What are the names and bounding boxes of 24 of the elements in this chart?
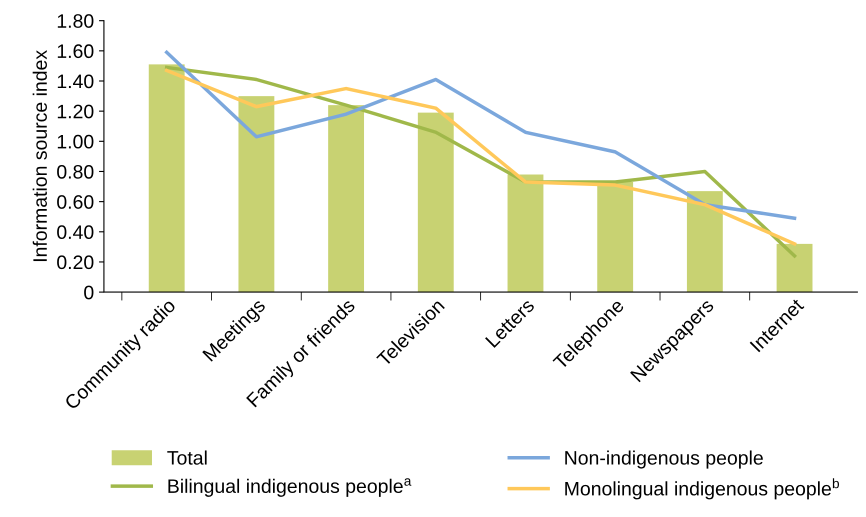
y-tick-label: 0 xyxy=(84,286,94,300)
legend-label: Total xyxy=(167,450,207,465)
y-tick-label: 0.40 xyxy=(57,225,94,240)
y-tick-label: 1.80 xyxy=(58,14,94,28)
y-axis-title: Information source index xyxy=(32,50,47,262)
y-tick-label: 1.60 xyxy=(58,44,94,58)
bar xyxy=(238,96,274,292)
bar xyxy=(328,105,364,292)
y-tick-label: 1.00 xyxy=(58,134,94,149)
line-series xyxy=(164,50,796,220)
y-tick-label: 0.60 xyxy=(57,195,94,209)
y-tick-label: 1.20 xyxy=(58,104,94,118)
y-tick-label: 0.20 xyxy=(57,255,94,270)
bar xyxy=(418,112,454,292)
bar xyxy=(508,174,544,292)
bar xyxy=(597,182,634,292)
bar xyxy=(776,244,812,292)
bar xyxy=(686,191,723,292)
legend-label: Monolingual indigenous people$^{b}$ xyxy=(565,478,839,500)
y-tick-label: 0.80 xyxy=(57,164,94,179)
legend-label: Bilingual indigenous people$^{a}$ xyxy=(168,478,412,497)
legend-label: Non-indigenous people xyxy=(565,450,763,469)
bar xyxy=(148,64,185,292)
y-tick-label: 1.40 xyxy=(58,74,94,88)
